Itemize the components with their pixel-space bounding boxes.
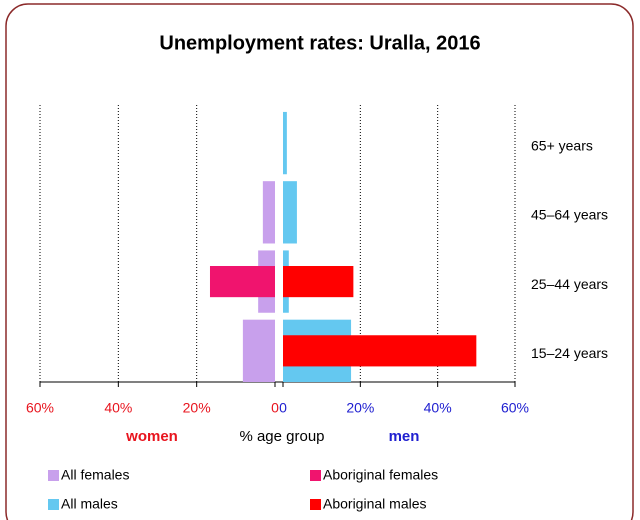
center-axis-label: % age group (239, 428, 324, 445)
bar (283, 181, 297, 244)
chart-title: Unemployment rates: Uralla, 2016 (159, 32, 480, 54)
x-tick-label: 60% (501, 400, 529, 416)
bar (242, 319, 275, 382)
legend-swatch (48, 470, 59, 481)
bar (283, 266, 354, 298)
legend-label: All females (61, 467, 129, 483)
legend-label: Aboriginal males (323, 496, 427, 512)
x-tick-label: 60% (26, 400, 54, 416)
panel (5, 3, 634, 520)
legend-label: All males (61, 496, 118, 512)
x-tick-label: 0 (271, 400, 279, 416)
right-axis-label: men (389, 428, 420, 445)
legend-swatch (48, 499, 59, 510)
bar (262, 181, 275, 244)
legend-label: Aboriginal females (323, 467, 438, 483)
x-tick-label: 20% (346, 400, 374, 416)
legend-swatch (310, 470, 321, 481)
x-tick-label: 0 (279, 400, 287, 416)
y-tick-label: 25–44 years (531, 276, 608, 292)
y-tick-label: 15–24 years (531, 345, 608, 361)
bar (209, 266, 275, 298)
bar (283, 111, 287, 175)
x-tick-label: 40% (104, 400, 132, 416)
left-axis-label: women (125, 428, 178, 445)
x-tick-label: 20% (183, 400, 211, 416)
y-tick-label: 65+ years (531, 137, 593, 153)
legend-swatch (310, 499, 321, 510)
bar (283, 335, 477, 367)
y-tick-label: 45–64 years (531, 207, 608, 223)
x-tick-label: 40% (424, 400, 452, 416)
